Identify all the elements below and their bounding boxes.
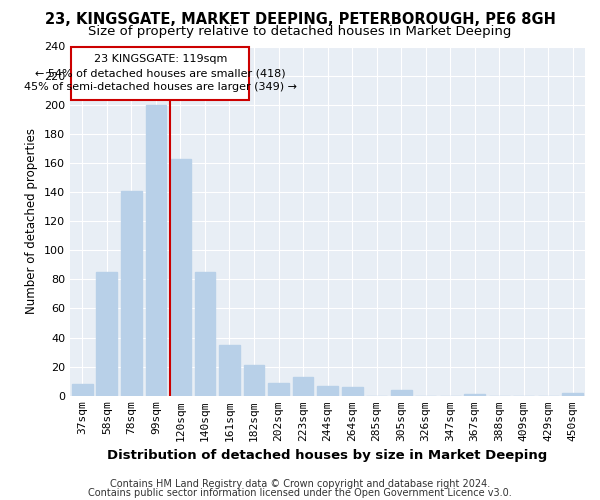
Text: 23 KINGSGATE: 119sqm
← 54% of detached houses are smaller (418)
45% of semi-deta: 23 KINGSGATE: 119sqm ← 54% of detached h… <box>24 54 297 92</box>
Bar <box>121 190 142 396</box>
Bar <box>194 272 215 396</box>
Bar <box>391 390 412 396</box>
Text: Contains HM Land Registry data © Crown copyright and database right 2024.: Contains HM Land Registry data © Crown c… <box>110 479 490 489</box>
Text: Contains public sector information licensed under the Open Government Licence v3: Contains public sector information licen… <box>88 488 512 498</box>
Bar <box>170 158 191 396</box>
Bar <box>317 386 338 396</box>
Text: 23, KINGSGATE, MARKET DEEPING, PETERBOROUGH, PE6 8GH: 23, KINGSGATE, MARKET DEEPING, PETERBORO… <box>44 12 556 28</box>
Bar <box>146 104 166 396</box>
Bar <box>293 377 313 396</box>
Bar <box>219 345 240 396</box>
X-axis label: Distribution of detached houses by size in Market Deeping: Distribution of detached houses by size … <box>107 450 548 462</box>
Bar <box>244 365 265 396</box>
Bar <box>341 387 362 396</box>
Bar <box>72 384 93 396</box>
Bar <box>562 393 583 396</box>
Bar <box>71 46 249 100</box>
Bar <box>464 394 485 396</box>
Y-axis label: Number of detached properties: Number of detached properties <box>25 128 38 314</box>
Bar <box>268 382 289 396</box>
Text: Size of property relative to detached houses in Market Deeping: Size of property relative to detached ho… <box>88 25 512 38</box>
Bar <box>97 272 118 396</box>
